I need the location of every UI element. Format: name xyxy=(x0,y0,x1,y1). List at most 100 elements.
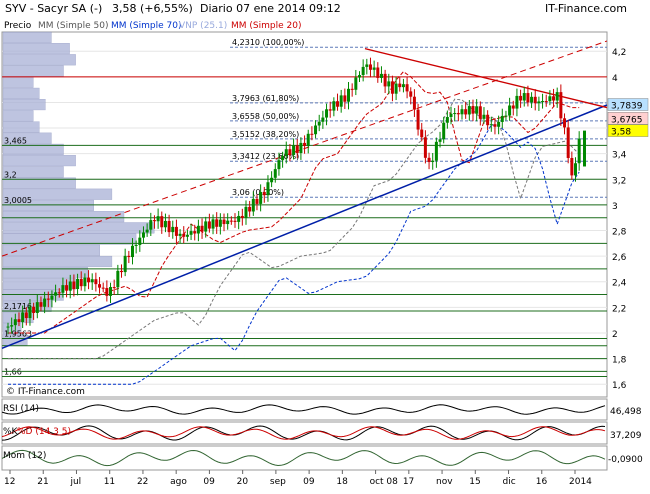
candle-body xyxy=(387,81,391,87)
candle-body xyxy=(420,129,424,138)
candle-body xyxy=(167,220,171,233)
rsi-panel xyxy=(1,398,608,421)
candle-body xyxy=(134,244,138,246)
x-tick-label: 18 xyxy=(336,477,348,487)
candle-body xyxy=(101,287,105,289)
x-tick-label: 22 xyxy=(137,477,148,487)
volume-bar xyxy=(2,289,64,301)
candle-body xyxy=(211,219,215,229)
candle-body xyxy=(233,220,237,222)
candle-body xyxy=(541,101,545,103)
candle-body xyxy=(156,216,160,222)
candle-body xyxy=(109,287,113,296)
price-badge xyxy=(607,124,649,137)
candle-body xyxy=(533,96,537,104)
candle-body xyxy=(401,84,405,88)
volume-bar xyxy=(2,121,40,133)
candle-body xyxy=(200,225,204,232)
candle-body xyxy=(94,279,98,285)
candle-body xyxy=(354,77,358,90)
price-change: 3,58 (+6,55%) xyxy=(112,2,193,15)
candle-body xyxy=(10,325,14,327)
x-tick-label: 09 xyxy=(203,477,215,487)
candle-body xyxy=(317,121,321,126)
mom-label: Mom (12) xyxy=(3,451,46,461)
candle-body xyxy=(189,231,193,235)
stoch-k-label: %K xyxy=(3,427,19,437)
candle-body xyxy=(438,139,442,142)
candle-body xyxy=(497,121,501,127)
candle-body xyxy=(504,115,508,117)
candle-body xyxy=(357,75,361,78)
candle-body xyxy=(548,96,552,102)
candle-body xyxy=(379,73,383,78)
indicators xyxy=(1,404,606,467)
mom-panel xyxy=(1,445,608,471)
candle-body xyxy=(347,88,351,102)
x-tick-label: 12 xyxy=(4,477,15,487)
candle-body xyxy=(262,192,266,196)
level-label: 3,0005 xyxy=(4,196,32,205)
candle-body xyxy=(471,106,475,114)
x-axis: 12 21 jul 11 22 ago 09 20 sep 09 18 oct 08 17 nov 15 di… xyxy=(4,470,592,487)
candle-body xyxy=(266,182,270,196)
brand-name: IT-Finance.com xyxy=(545,2,627,15)
candle-body xyxy=(552,96,556,101)
candle-body xyxy=(76,278,80,290)
level-label: 1,9563 xyxy=(4,330,32,339)
y-tick-label: 4 xyxy=(612,74,618,84)
x-tick-label: 2014 xyxy=(569,477,592,487)
y-tick-label: 1,8 xyxy=(612,356,627,366)
candle-body xyxy=(270,177,274,183)
candle-body xyxy=(537,101,541,104)
candle-body xyxy=(207,221,211,229)
candles xyxy=(6,57,586,335)
y-tick-label: 2 xyxy=(612,330,618,340)
x-tick-label: 16 xyxy=(536,477,548,487)
candle-body xyxy=(511,105,515,109)
candle-body xyxy=(394,83,398,94)
price-badge-label: 3,7839 xyxy=(611,102,643,112)
candle-body xyxy=(277,160,281,170)
candle-body xyxy=(72,281,76,290)
candle-body xyxy=(299,142,303,154)
candle-body xyxy=(361,66,365,76)
candle-body xyxy=(570,157,574,176)
x-tick-label: 11 xyxy=(104,477,115,487)
candle-body xyxy=(149,220,153,230)
candle-body xyxy=(456,113,460,115)
candle-body xyxy=(123,255,127,273)
level-label: 2,1716 xyxy=(4,302,32,311)
level-label: 3,2 xyxy=(4,170,17,179)
candle-body xyxy=(152,220,156,222)
level-label: 3,5152 (38,20%) xyxy=(232,130,299,139)
y-tick-label: 2,4 xyxy=(612,279,627,289)
y-tick-label: 2,8 xyxy=(612,228,627,238)
candle-body xyxy=(405,84,409,92)
candle-body xyxy=(226,220,230,225)
candle-body xyxy=(43,298,47,307)
candle-body xyxy=(566,127,570,158)
candle-body xyxy=(46,298,50,300)
candle-body xyxy=(284,149,288,156)
volume-bar xyxy=(2,54,76,66)
candle-body xyxy=(54,292,58,296)
candle-body xyxy=(530,96,534,103)
legend-vnp: VNP (25.1) xyxy=(179,21,227,31)
candle-body xyxy=(482,114,486,119)
candle-body xyxy=(215,219,219,227)
candle-body xyxy=(218,219,222,227)
candle-body xyxy=(427,157,431,163)
level-label: 3,7963 (61,80%) xyxy=(232,94,299,103)
candle-body xyxy=(409,91,413,97)
candle-body xyxy=(240,215,244,218)
legend-mm70: MM (Simple 70) xyxy=(111,21,181,31)
level-label: 3,06 (0,00%) xyxy=(232,188,284,197)
legend-precio: Precio xyxy=(4,21,32,31)
candle-body xyxy=(182,233,186,237)
stoch-value: 37,209 xyxy=(610,431,642,441)
level-label: 1,66 xyxy=(4,368,22,377)
candle-body xyxy=(328,109,332,111)
x-tick-label: 21 xyxy=(37,477,48,487)
legend-mm20: MM (Simple 20) xyxy=(231,21,301,31)
